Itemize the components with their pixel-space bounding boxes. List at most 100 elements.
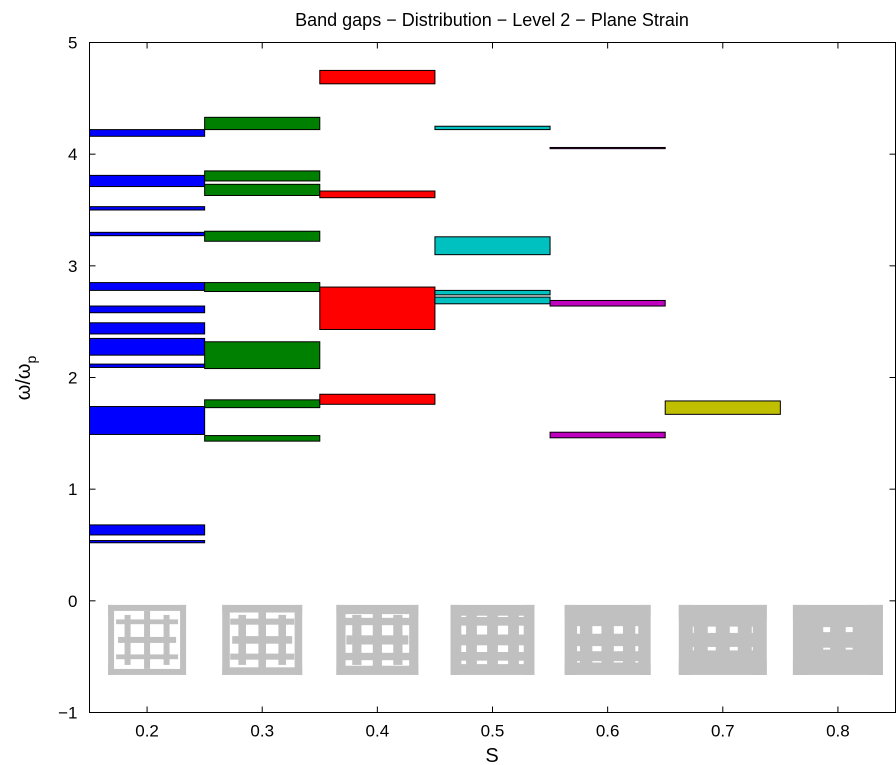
unit-cell-frame (450, 664, 535, 675)
band-gap-bar (434, 296, 551, 305)
y-axis: −1 0 1 2 3 4 5 (58, 34, 896, 723)
band-gap-bar (434, 289, 551, 296)
unit-cell-frame (258, 610, 267, 669)
band-gap-bar (204, 170, 321, 182)
unit-cell-frame (278, 614, 287, 665)
x-tick-label: 0.7 (711, 722, 735, 741)
unit-cell-frame (108, 604, 187, 611)
unit-cell-frame (163, 614, 170, 665)
y-tick-label: 2 (68, 369, 77, 388)
band-gap-bar (89, 322, 206, 335)
band-gap-bar (319, 190, 436, 199)
x-tick-label: 0.2 (135, 722, 159, 741)
y-axis-label-subscript: p (23, 356, 39, 364)
y-axis-label-main: ω/ω (13, 364, 35, 401)
unit-cell-frame (487, 610, 498, 669)
band-gap-bar (89, 174, 206, 188)
band-gap-bar (89, 337, 206, 356)
unit-cell-frame (294, 604, 303, 675)
unit-cell-images (108, 604, 883, 675)
x-tick-label: 0.8 (826, 722, 850, 741)
unit-cell-frame (523, 604, 535, 675)
band-gap-bar (204, 435, 321, 442)
band-gap-bar (319, 393, 436, 405)
unit-cell-image (108, 604, 187, 675)
unit-cell-frame (450, 604, 462, 675)
band-gap-bar (319, 69, 436, 85)
band-gap-bar (89, 540, 206, 544)
unit-cell-frame (144, 610, 151, 669)
unit-cell-frame (222, 667, 303, 675)
unit-cell-frame (180, 604, 187, 675)
y-tick-label: 0 (68, 592, 77, 611)
unit-cell-image (564, 604, 651, 675)
unit-cell-frame (336, 604, 419, 615)
band-gap-bar (204, 183, 321, 196)
unit-cell-frame (800, 649, 875, 663)
unit-cell-frame (336, 604, 346, 675)
band-gap-bar (204, 282, 321, 293)
band-gap-bar (319, 286, 436, 330)
band-gap-bars (89, 69, 781, 544)
y-tick-label: 5 (68, 34, 77, 53)
unit-cell-frame (116, 654, 179, 660)
y-tick-label: 4 (68, 145, 77, 164)
band-gap-bar (89, 129, 206, 137)
unit-cell-frame (352, 614, 362, 665)
band-gap-bar (89, 282, 206, 291)
x-axis-label: S (485, 745, 498, 765)
chart-title: Band gaps − Distribution − Level 2 − Pla… (295, 10, 689, 30)
unit-cell-frame (116, 619, 179, 625)
unit-cell-frame (458, 652, 527, 661)
y-tick-label: −1 (58, 704, 77, 723)
unit-cell-frame (393, 614, 403, 665)
band-gap-bar (89, 363, 206, 368)
unit-cell-image (792, 604, 883, 675)
unit-cell-frame (409, 604, 419, 675)
unit-cell-frame (572, 651, 643, 662)
unit-cell-frame (508, 614, 519, 665)
band-gap-bar (434, 125, 551, 131)
unit-cell-frame (458, 617, 527, 626)
unit-cell-frame (108, 604, 115, 675)
unit-cell-frame (336, 665, 419, 675)
x-tick-label: 0.6 (596, 722, 620, 741)
band-gap-bar (204, 341, 321, 370)
unit-cell-frame (238, 614, 247, 665)
unit-cell-frame (124, 614, 131, 665)
unit-cell-frame (466, 614, 477, 665)
x-axis: 0.2 0.3 0.4 0.5 0.6 0.7 0.8 (135, 42, 850, 741)
unit-cell-frame (344, 617, 411, 626)
x-tick-label: 0.3 (250, 722, 274, 741)
unit-cell-frame (108, 668, 187, 675)
band-gap-bar (549, 431, 666, 439)
unit-cell-frame (572, 616, 643, 627)
unit-cell-image (222, 604, 303, 675)
unit-cell-frame (800, 614, 875, 628)
unit-cell-frame (450, 604, 535, 616)
band-gap-bar (89, 524, 206, 536)
y-axis-label: ω/ωp (13, 356, 39, 401)
y-tick-label: 1 (68, 480, 77, 499)
band-gap-bar (664, 400, 781, 415)
unit-cell-frame (222, 604, 230, 675)
unit-cell-image (336, 604, 419, 675)
unit-cell-frame (230, 618, 295, 625)
unit-cell-frame (344, 652, 411, 661)
band-gap-bar (549, 299, 666, 307)
band-gap-bar (89, 206, 206, 211)
band-gap-bar (204, 399, 321, 409)
band-gap-bar (434, 236, 551, 256)
unit-cell-frame (222, 604, 303, 613)
unit-cell-frame (372, 610, 382, 669)
x-tick-label: 0.5 (481, 722, 505, 741)
band-gap-bar (89, 305, 206, 314)
unit-cell-frame (230, 653, 295, 660)
unit-cell-frame (686, 650, 759, 662)
unit-cell-frame (686, 615, 759, 627)
y-tick-label: 3 (68, 257, 77, 276)
x-tick-label: 0.4 (366, 722, 390, 741)
band-gap-bar (204, 116, 321, 131)
band-gap-bar (89, 406, 206, 435)
